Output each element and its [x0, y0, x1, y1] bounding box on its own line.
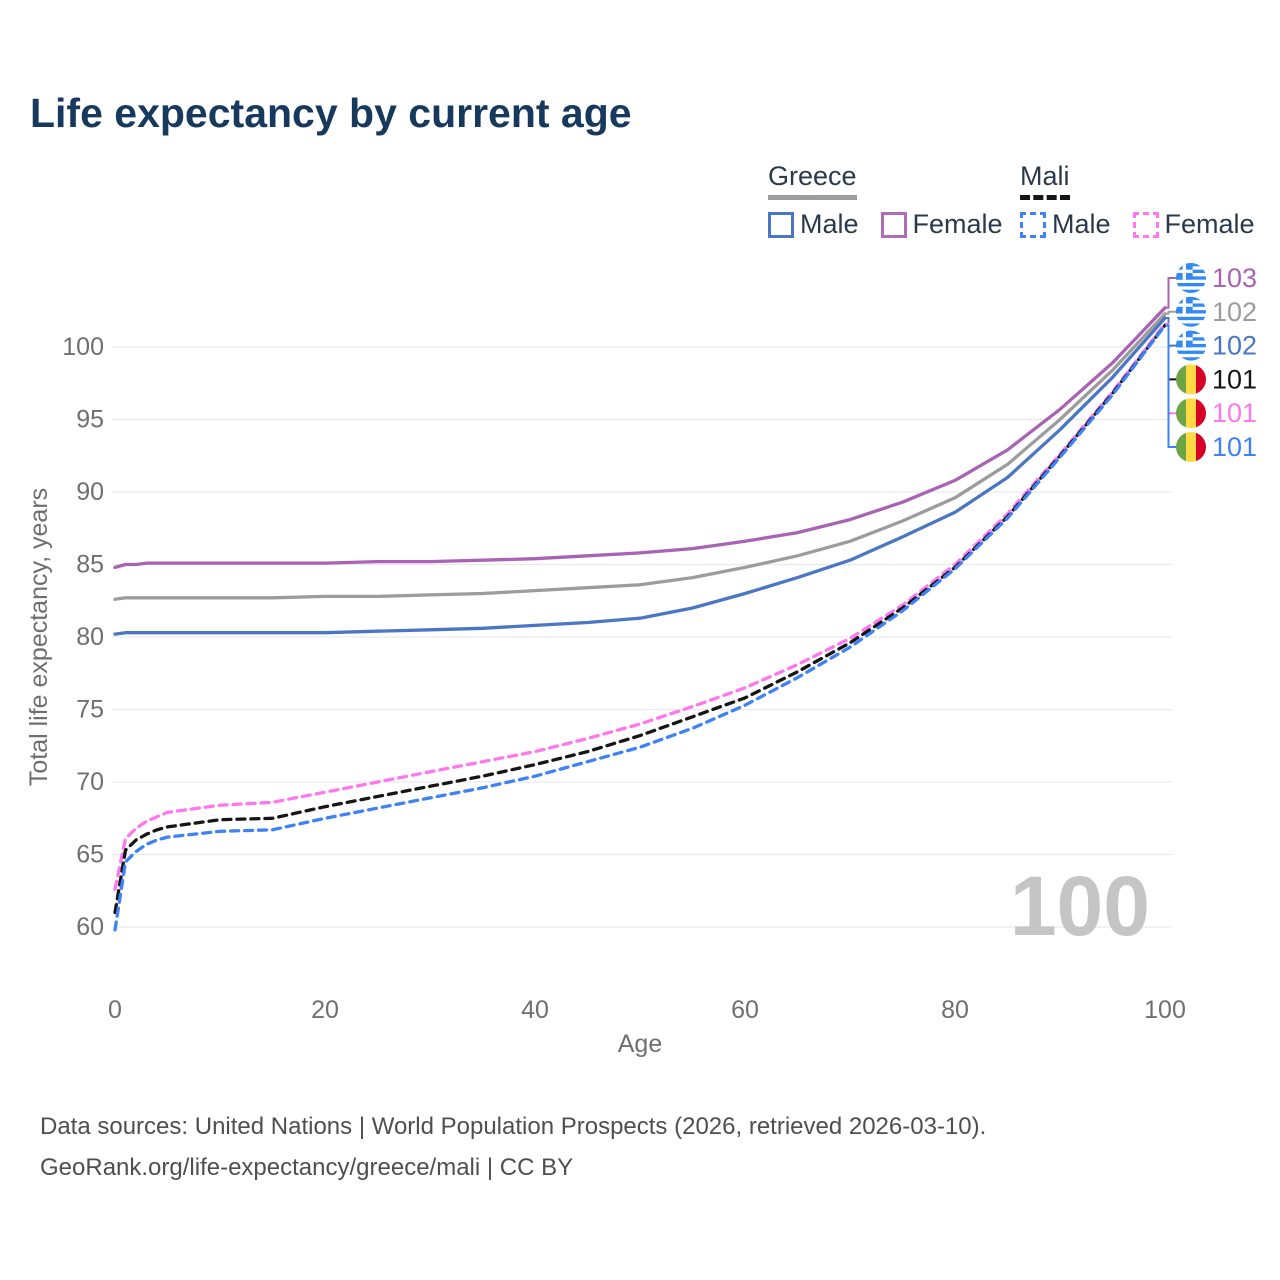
gridlines [112, 346, 1172, 928]
svg-text:65: 65 [76, 841, 104, 869]
series-line-greece-female[interactable] [113, 306, 1167, 570]
y-axis-title: Total life expectancy, years [25, 488, 53, 786]
end-label-connector-greece-both [1165, 310, 1176, 315]
mali-male-swatch-icon [1020, 211, 1046, 238]
legend-country-mali[interactable]: Mali [1020, 161, 1070, 200]
mali-female-swatch-icon [1132, 211, 1159, 238]
svg-text:85: 85 [76, 551, 104, 579]
series-line-greece-male[interactable] [113, 316, 1167, 636]
legend-item-label: Male [1052, 209, 1111, 239]
end-label-connector-mali-female [1165, 322, 1176, 415]
svg-text:95: 95 [76, 406, 104, 434]
svg-text:70: 70 [76, 768, 104, 796]
page-title: Life expectancy by current age [30, 90, 632, 136]
legend-item-label: Male [800, 209, 859, 239]
end-value-label-greece-male: 102 [1212, 331, 1257, 361]
legend-item-greece-male[interactable]: Male [768, 209, 859, 240]
svg-text:100: 100 [62, 333, 104, 361]
mali-flag-icon [1176, 398, 1206, 429]
legend-item-label: Female [912, 209, 1003, 239]
mali-flag-icon [1176, 364, 1206, 395]
series-line-greece-both[interactable] [113, 312, 1167, 601]
end-label-connector-mali-both [1165, 324, 1176, 381]
svg-text:100: 100 [1144, 996, 1186, 1024]
legend-group-greece: Greece Male Female [768, 161, 1025, 240]
greece-male-swatch-icon [768, 211, 794, 238]
end-value-label-mali-male: 101 [1212, 432, 1257, 462]
svg-text:80: 80 [76, 623, 104, 651]
end-label-connector-mali-male [1165, 324, 1176, 448]
greece-female-swatch-icon [880, 211, 907, 238]
end-label-connector-greece-male [1165, 317, 1176, 347]
footer-attribution-line: GeoRank.org/life-expectancy/greece/mali … [40, 1154, 574, 1181]
legend-item-label: Female [1164, 209, 1255, 239]
end-value-label-greece-both: 102 [1212, 297, 1257, 327]
legend-group-mali: Mali Male Female [1020, 161, 1277, 240]
mali-flag-icon [1176, 432, 1206, 462]
series-line-mali-female[interactable] [113, 322, 1167, 891]
svg-text:60: 60 [731, 996, 759, 1024]
series-line-mali-male[interactable] [113, 323, 1167, 932]
end-value-label-mali-female: 101 [1212, 398, 1257, 428]
end-label-connector-greece-female [1165, 277, 1176, 309]
greece-flag-icon [1176, 263, 1206, 293]
svg-text:40: 40 [521, 996, 549, 1024]
svg-text:90: 90 [76, 478, 104, 506]
svg-text:20: 20 [311, 996, 339, 1024]
data-sources-footer: Data sources: United Nations | World Pop… [40, 1106, 986, 1188]
legend-item-greece-female[interactable]: Female [880, 209, 1003, 240]
svg-text:0: 0 [108, 996, 122, 1024]
x-axis-tick-labels: 0 20 40 60 80 100 [108, 996, 1186, 1024]
greece-flag-icon [1176, 296, 1206, 327]
end-value-label-greece-female: 103 [1212, 263, 1257, 293]
current-age-watermark: 100 [1009, 859, 1150, 953]
legend-country-greece[interactable]: Greece [768, 161, 857, 200]
end-value-label-mali-both: 101 [1212, 364, 1257, 394]
x-axis-title: Age [618, 1030, 662, 1058]
legend-item-mali-male[interactable]: Male [1020, 209, 1111, 240]
legend-item-mali-female[interactable]: Female [1132, 209, 1255, 240]
svg-text:60: 60 [76, 913, 104, 941]
svg-text:75: 75 [76, 696, 104, 724]
y-axis-tick-labels: 60 65 70 75 80 85 90 95 100 [62, 333, 104, 941]
greece-flag-icon [1176, 330, 1206, 361]
footer-sources-line: Data sources: United Nations | World Pop… [40, 1113, 987, 1140]
life-expectancy-chart: 60 65 70 75 80 85 90 95 100 0 20 40 60 80 100 Age Total … [25, 263, 1257, 1058]
svg-text:80: 80 [941, 996, 969, 1024]
